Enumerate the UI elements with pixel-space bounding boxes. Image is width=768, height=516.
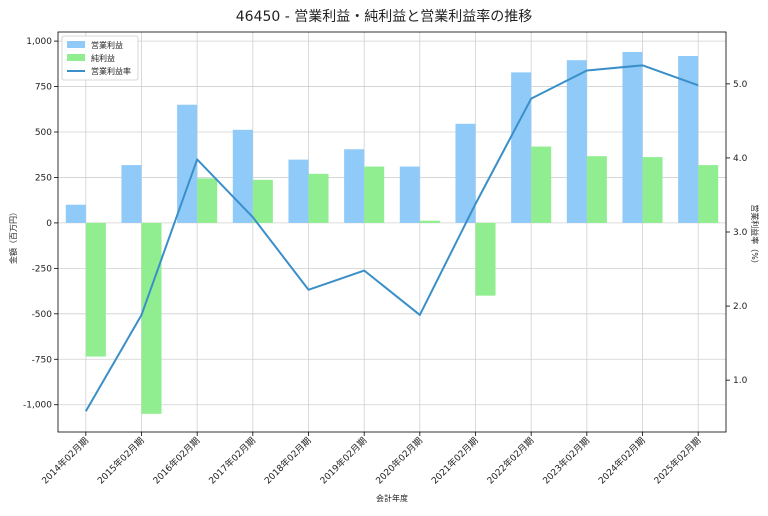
x-tick-label: 2020年02月期 bbox=[373, 435, 425, 487]
bar-operating-profit bbox=[121, 165, 142, 223]
y-tick-label: -750 bbox=[32, 355, 53, 365]
y2-tick-label: 4.0 bbox=[733, 154, 748, 164]
y-axis-label: 金額（百万円） bbox=[8, 208, 18, 264]
y-tick-label: 250 bbox=[35, 173, 52, 183]
bar-net-profit bbox=[197, 178, 218, 223]
bar-operating-profit bbox=[566, 60, 587, 223]
x-tick-label: 2014年02月期 bbox=[39, 435, 91, 487]
bar-operating-profit bbox=[678, 56, 699, 223]
y-tick-label: -1,000 bbox=[23, 401, 52, 411]
y-tick-label: -500 bbox=[32, 310, 53, 320]
x-tick-label: 2024年02月期 bbox=[596, 435, 648, 487]
y2-axis-label: 営業利益率（%） bbox=[750, 204, 760, 268]
bar-operating-profit bbox=[177, 104, 198, 223]
bar-net-profit bbox=[252, 179, 273, 223]
legend-label-operating-margin: 営業利益率 bbox=[91, 66, 131, 76]
bar-net-profit bbox=[531, 146, 552, 223]
legend-swatch-net-profit bbox=[67, 54, 85, 61]
bar-operating-profit bbox=[288, 159, 309, 223]
y2-tick-label: 5.0 bbox=[733, 80, 748, 90]
x-tick-label: 2025年02月期 bbox=[651, 435, 703, 487]
bar-net-profit bbox=[642, 157, 663, 223]
x-axis-label: 会計年度 bbox=[376, 493, 408, 503]
bars-layer bbox=[65, 52, 719, 414]
grid-layer bbox=[58, 32, 726, 432]
legend-label-operating-profit: 営業利益 bbox=[91, 40, 123, 50]
y2-tick-label: 2.0 bbox=[733, 302, 748, 312]
x-tick-label: 2023年02月期 bbox=[540, 435, 592, 487]
bar-operating-profit bbox=[622, 52, 643, 223]
bar-operating-profit bbox=[232, 129, 253, 223]
bar-net-profit bbox=[419, 220, 440, 223]
x-tick-label: 2019年02月期 bbox=[317, 435, 369, 487]
x-tick-label: 2017年02月期 bbox=[206, 435, 258, 487]
bar-net-profit bbox=[475, 222, 496, 296]
bar-net-profit bbox=[364, 166, 385, 223]
bar-operating-profit bbox=[455, 123, 476, 223]
y-tick-label: -250 bbox=[32, 264, 53, 274]
bar-net-profit bbox=[586, 156, 607, 223]
bar-operating-profit bbox=[344, 149, 365, 223]
bar-net-profit bbox=[141, 222, 162, 414]
y-tick-label: 750 bbox=[35, 83, 52, 93]
y-tick-label: 1,000 bbox=[26, 37, 52, 47]
bar-net-profit bbox=[85, 222, 106, 357]
legend-swatch-operating-profit bbox=[67, 41, 85, 48]
bar-operating-profit bbox=[511, 72, 532, 223]
bar-operating-profit bbox=[399, 166, 420, 223]
y2-tick-label: 1.0 bbox=[733, 376, 748, 386]
y-tick-label: 500 bbox=[35, 128, 52, 138]
legend-label-net-profit: 純利益 bbox=[91, 53, 115, 63]
x-tick-label: 2018年02月期 bbox=[262, 435, 314, 487]
bar-net-profit bbox=[698, 165, 719, 223]
x-tick-label: 2022年02月期 bbox=[484, 435, 536, 487]
x-tick-label: 2015年02月期 bbox=[95, 435, 147, 487]
line-operating-margin bbox=[84, 64, 699, 412]
line-layer bbox=[84, 64, 699, 412]
y-tick-label: 0 bbox=[46, 219, 52, 229]
bar-net-profit bbox=[308, 173, 329, 223]
legend: 営業利益 純利益 営業利益率 bbox=[61, 35, 139, 81]
y2-tick-label: 3.0 bbox=[733, 228, 748, 238]
x-tick-label: 2021年02月期 bbox=[429, 435, 481, 487]
bar-operating-profit bbox=[65, 204, 86, 223]
x-tick-label: 2016年02月期 bbox=[150, 435, 202, 487]
chart-title: 46450 - 営業利益・純利益と営業利益率の推移 bbox=[236, 8, 533, 25]
